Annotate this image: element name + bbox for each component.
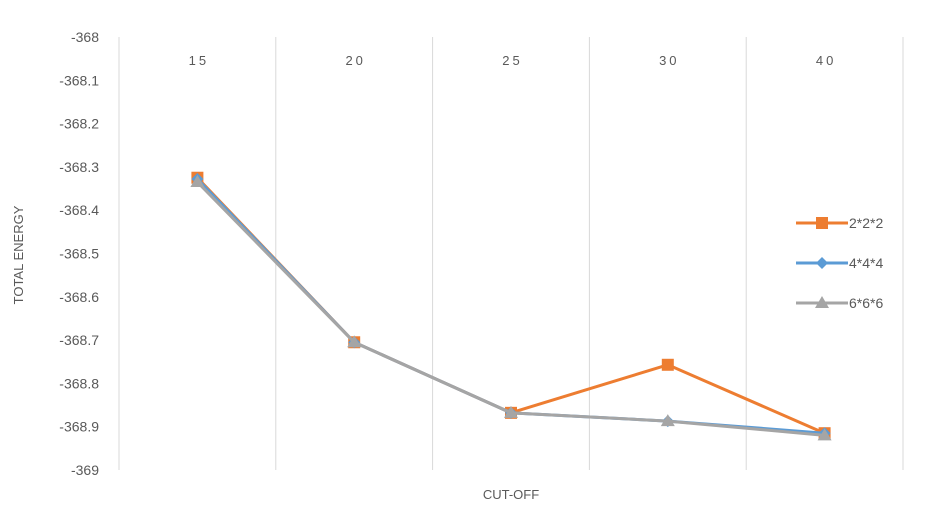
x-tick-label: 25: [502, 53, 522, 68]
series-triangle: [190, 175, 832, 441]
data-series: [190, 171, 832, 441]
data-point: [190, 175, 205, 188]
data-point: [817, 428, 832, 441]
legend-item: 2*2*2: [796, 215, 883, 231]
legend-label: 2*2*2: [849, 215, 883, 231]
y-tick-label: -368.6: [59, 289, 99, 305]
x-tick-label: 40: [816, 53, 836, 68]
series-line: [196, 181, 825, 437]
y-tick-label: -368.1: [59, 72, 99, 88]
y-tick-label: -368.5: [59, 246, 99, 262]
data-point: [816, 257, 828, 269]
x-tick-label: 15: [189, 53, 209, 68]
legend-label: 6*6*6: [849, 295, 883, 311]
y-tick-label: -368.7: [59, 332, 99, 348]
y-tick-label: -368.4: [59, 202, 99, 218]
data-point: [347, 335, 362, 348]
x-axis-title: CUT-OFF: [483, 487, 539, 502]
y-tick-label: -368.2: [59, 116, 99, 132]
legend-item: 6*6*6: [796, 295, 883, 311]
data-point: [815, 296, 829, 308]
y-tick-label: -368: [71, 29, 99, 45]
series-diamond: [191, 173, 831, 440]
x-tick-label: 30: [659, 53, 679, 68]
y-tick-label: -368.3: [59, 159, 99, 175]
vertical-gridlines: [118, 37, 904, 470]
data-point: [816, 217, 828, 229]
y-tick-label: -368.9: [59, 419, 99, 435]
legend-label: 4*4*4: [849, 255, 883, 271]
data-point: [660, 414, 675, 427]
series-line: [196, 176, 826, 435]
legend-item: 4*4*4: [796, 255, 883, 271]
data-point: [661, 358, 674, 371]
y-tick-label: -368.8: [59, 375, 99, 391]
legend: 2*2*2 4*4*4 6*6*6: [796, 215, 883, 311]
series-line: [196, 177, 825, 435]
y-axis-title: TOTAL ENERGY: [11, 205, 26, 304]
series-square: [191, 171, 831, 440]
y-axis-tick-labels: -368 -368.1 -368.2 -368.3 -368.4 -368.5 -368.6…: [59, 29, 99, 478]
y-tick-label: -369: [71, 462, 99, 478]
x-axis-tick-labels: 15 20 25 30 40: [189, 53, 836, 68]
x-tick-label: 20: [345, 53, 365, 68]
data-point: [504, 405, 518, 418]
